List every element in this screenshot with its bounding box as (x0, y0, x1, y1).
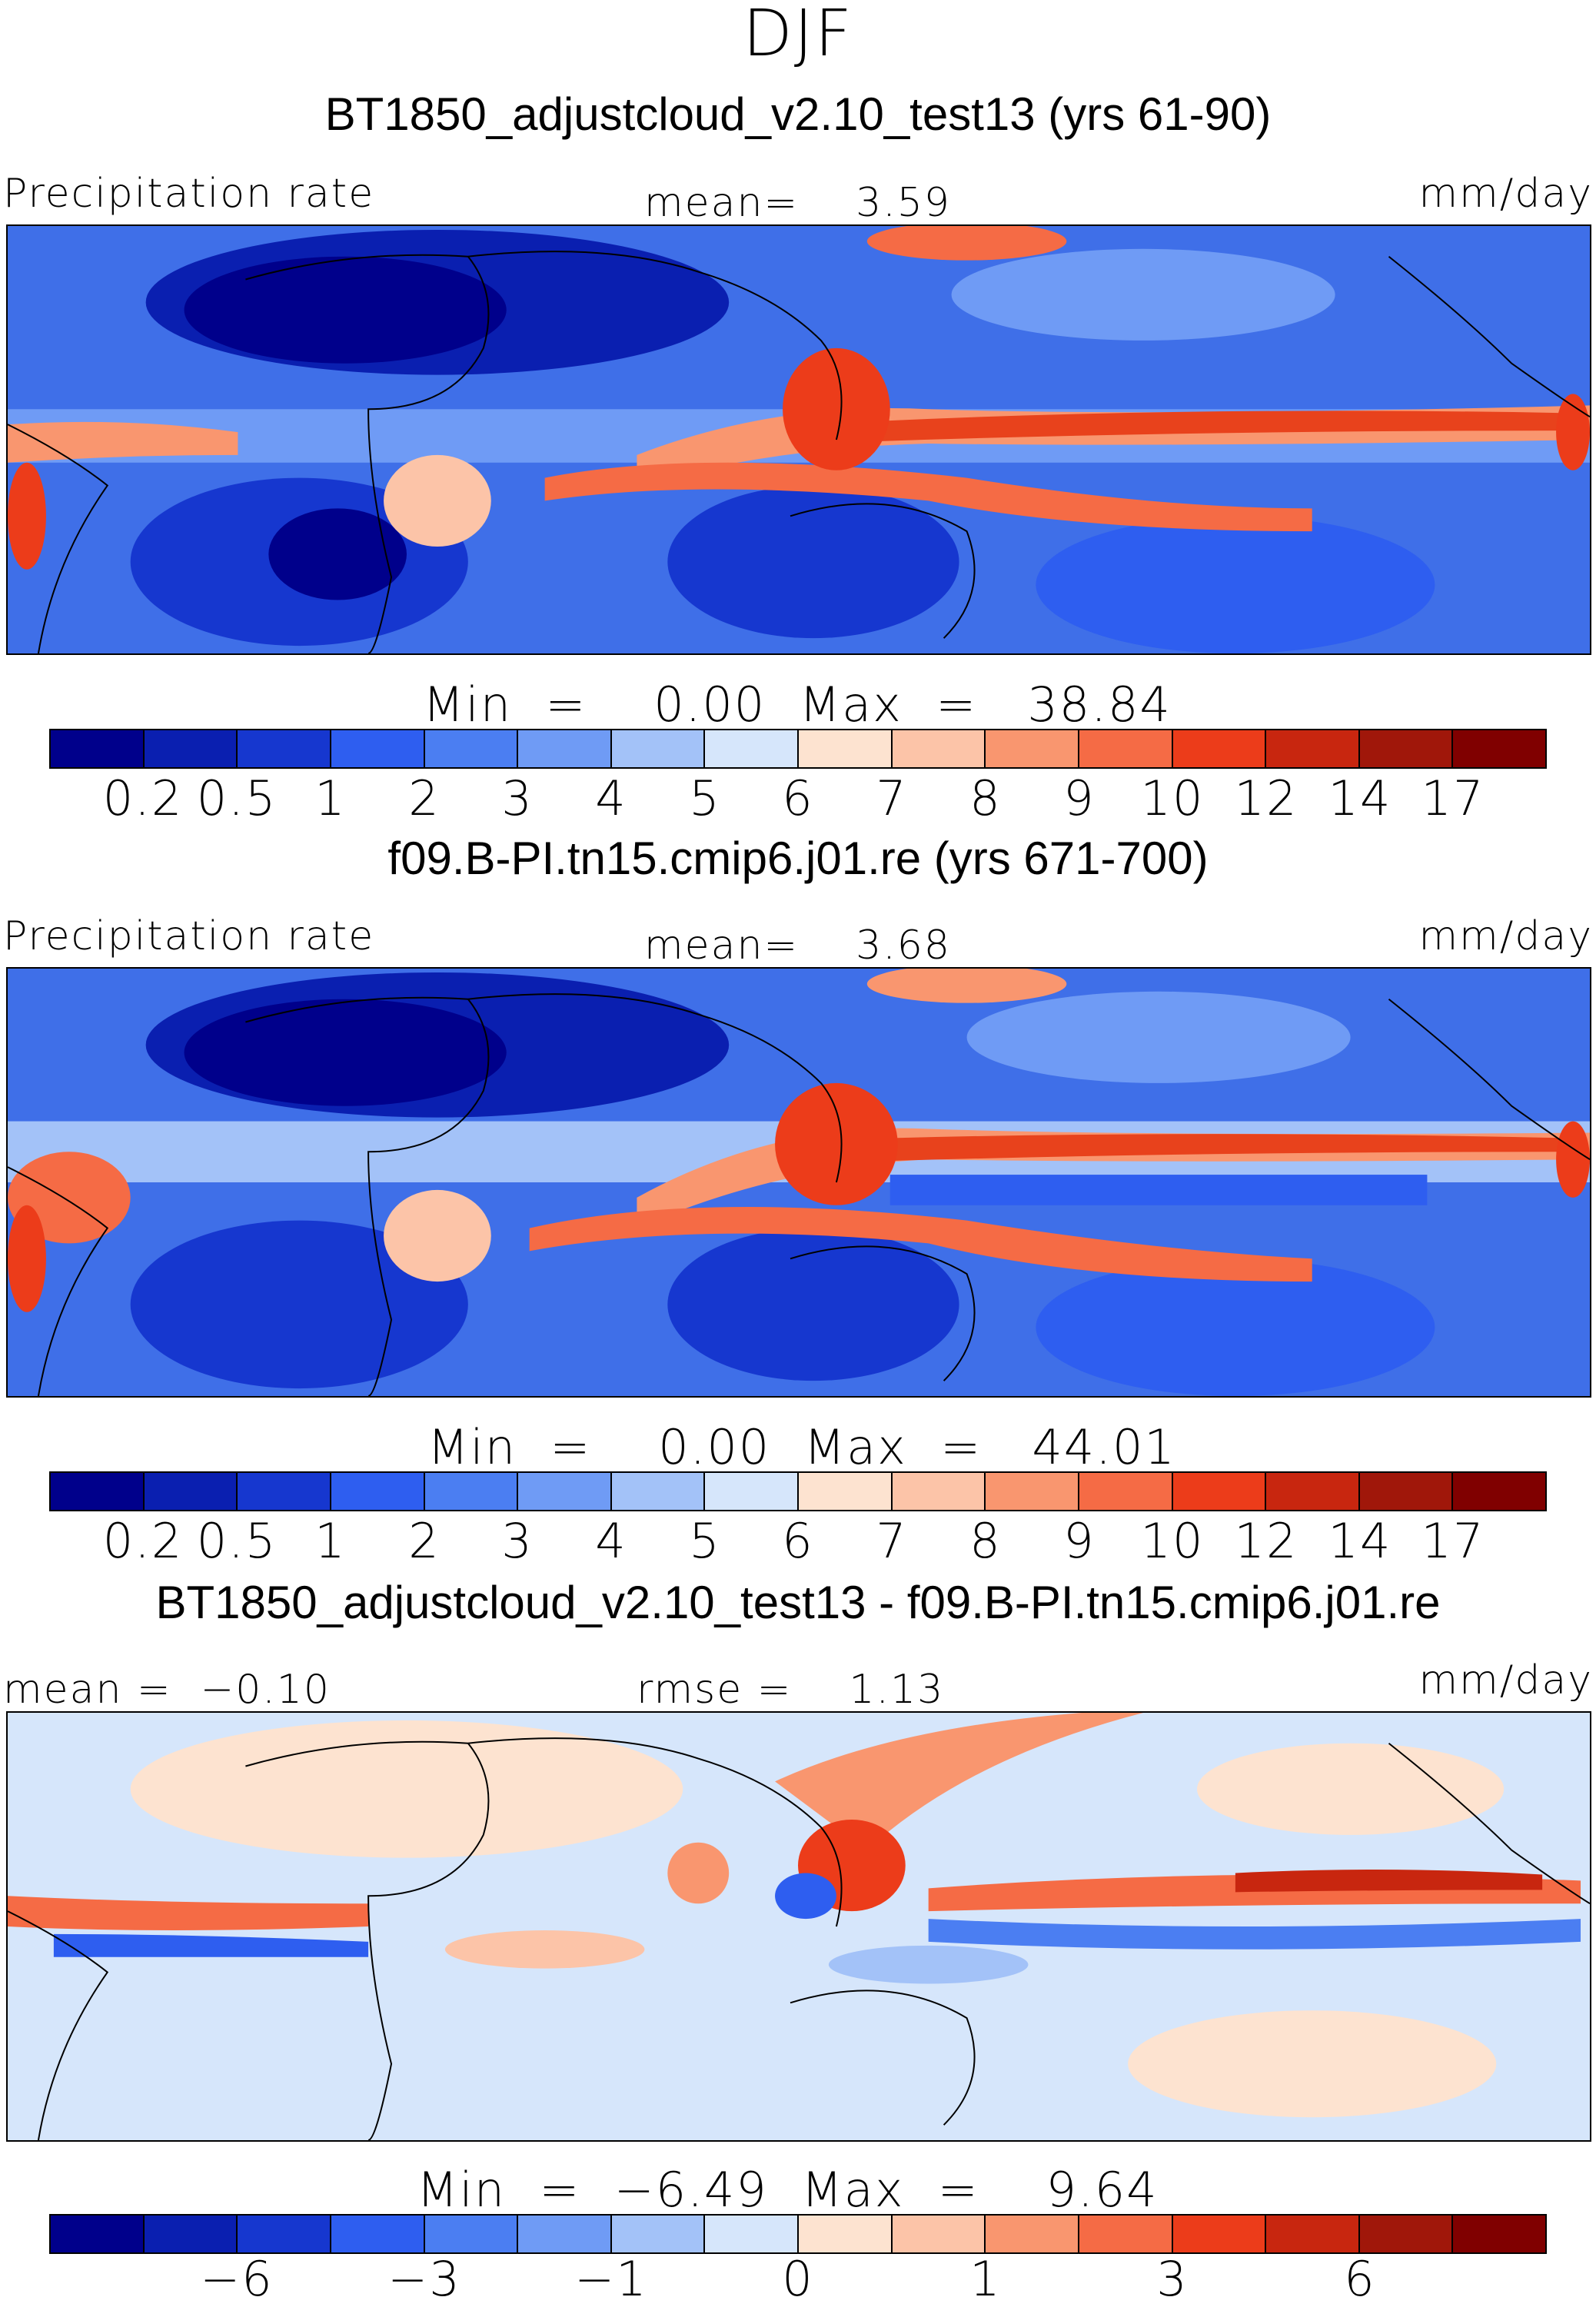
tick-label: 17 (1421, 770, 1485, 826)
panel3-rmse-label: rmse = 1.13 (637, 1667, 945, 1713)
tick-label: 14 (1328, 1513, 1392, 1569)
tick-label: 9 (1063, 770, 1096, 826)
panel2-min-max: Min = 0.00 Max = 44.01 (427, 1419, 1176, 1475)
tick-label: 3 (501, 1513, 534, 1569)
tick-label: 7 (876, 770, 908, 826)
tick-label: 1 (314, 1513, 347, 1569)
panel3-min-max: Min = −6.49 Max = 9.64 (417, 2162, 1159, 2218)
tick-label: 12 (1234, 770, 1298, 826)
panel3-colorbar-ticks: −6 −3 −1 0 1 3 6 (0, 2251, 1596, 2307)
tick-label: 0.2 (102, 770, 184, 826)
tick-label: 4 (595, 770, 627, 826)
tick-label: −1 (574, 2251, 648, 2307)
tick-label: 14 (1328, 770, 1392, 826)
panel2-variable-label: Precipitation rate (3, 913, 375, 959)
panel1-mean-label: mean= 3.59 (644, 180, 951, 226)
tick-label: 0.5 (196, 770, 278, 826)
panel3-units-label: mm/day (1418, 1657, 1593, 1704)
panel2-colorbar (49, 1471, 1547, 1511)
panel2-mean-label: mean= 3.68 (644, 922, 951, 969)
panel1-map (6, 224, 1591, 655)
panel2-title: f09.B-PI.tn15.cmip6.j01.re (yrs 671-700) (387, 833, 1209, 884)
tick-label: 0 (782, 2251, 814, 2307)
tick-label: 1 (969, 2251, 1002, 2307)
panel1-title: BT1850_adjustcloud_v2.10_test13 (yrs 61-… (324, 88, 1272, 140)
tick-label: 2 (408, 1513, 441, 1569)
tick-label: 3 (1156, 2251, 1189, 2307)
panel1-colorbar (49, 729, 1547, 769)
tick-label: 5 (689, 1513, 721, 1569)
panel3-colorbar (49, 2214, 1547, 2254)
tick-label: 6 (782, 770, 814, 826)
tick-label: 0.2 (102, 1513, 184, 1569)
season-title: DJF (743, 0, 853, 71)
tick-label: 6 (782, 1513, 814, 1569)
panel2-units-label: mm/day (1418, 913, 1593, 959)
tick-label: 2 (408, 770, 441, 826)
panel1-variable-label: Precipitation rate (3, 171, 375, 217)
tick-label: 10 (1140, 770, 1205, 826)
panel1-units-label: mm/day (1418, 171, 1593, 217)
panel3-map (6, 1711, 1591, 2142)
tick-label: 9 (1063, 1513, 1096, 1569)
tick-label: 6 (1344, 2251, 1376, 2307)
panel1-colorbar-ticks: 0.2 0.5 1 2 3 4 5 6 7 8 9 10 12 14 17 (0, 770, 1596, 832)
panel3-title: BT1850_adjustcloud_v2.10_test13 - f09.B-… (155, 1577, 1441, 1628)
tick-label: 12 (1234, 1513, 1298, 1569)
panel1-min-max: Min = 0.00 Max = 38.84 (423, 676, 1172, 733)
tick-label: 5 (689, 770, 721, 826)
panel2-colorbar-ticks: 0.2 0.5 1 2 3 4 5 6 7 8 9 10 12 14 17 (0, 1513, 1596, 1574)
tick-label: 0.5 (196, 1513, 278, 1569)
tick-label: 1 (314, 770, 347, 826)
panel2-map (6, 967, 1591, 1398)
tick-label: 4 (595, 1513, 627, 1569)
tick-label: −3 (387, 2251, 461, 2307)
tick-label: 17 (1421, 1513, 1485, 1569)
tick-label: 3 (501, 770, 534, 826)
tick-label: 8 (969, 1513, 1002, 1569)
tick-label: 10 (1140, 1513, 1205, 1569)
panel3-mean-label: mean = −0.10 (3, 1667, 331, 1713)
tick-label: 8 (969, 770, 1002, 826)
tick-label: 7 (876, 1513, 908, 1569)
tick-label: −6 (200, 2251, 274, 2307)
